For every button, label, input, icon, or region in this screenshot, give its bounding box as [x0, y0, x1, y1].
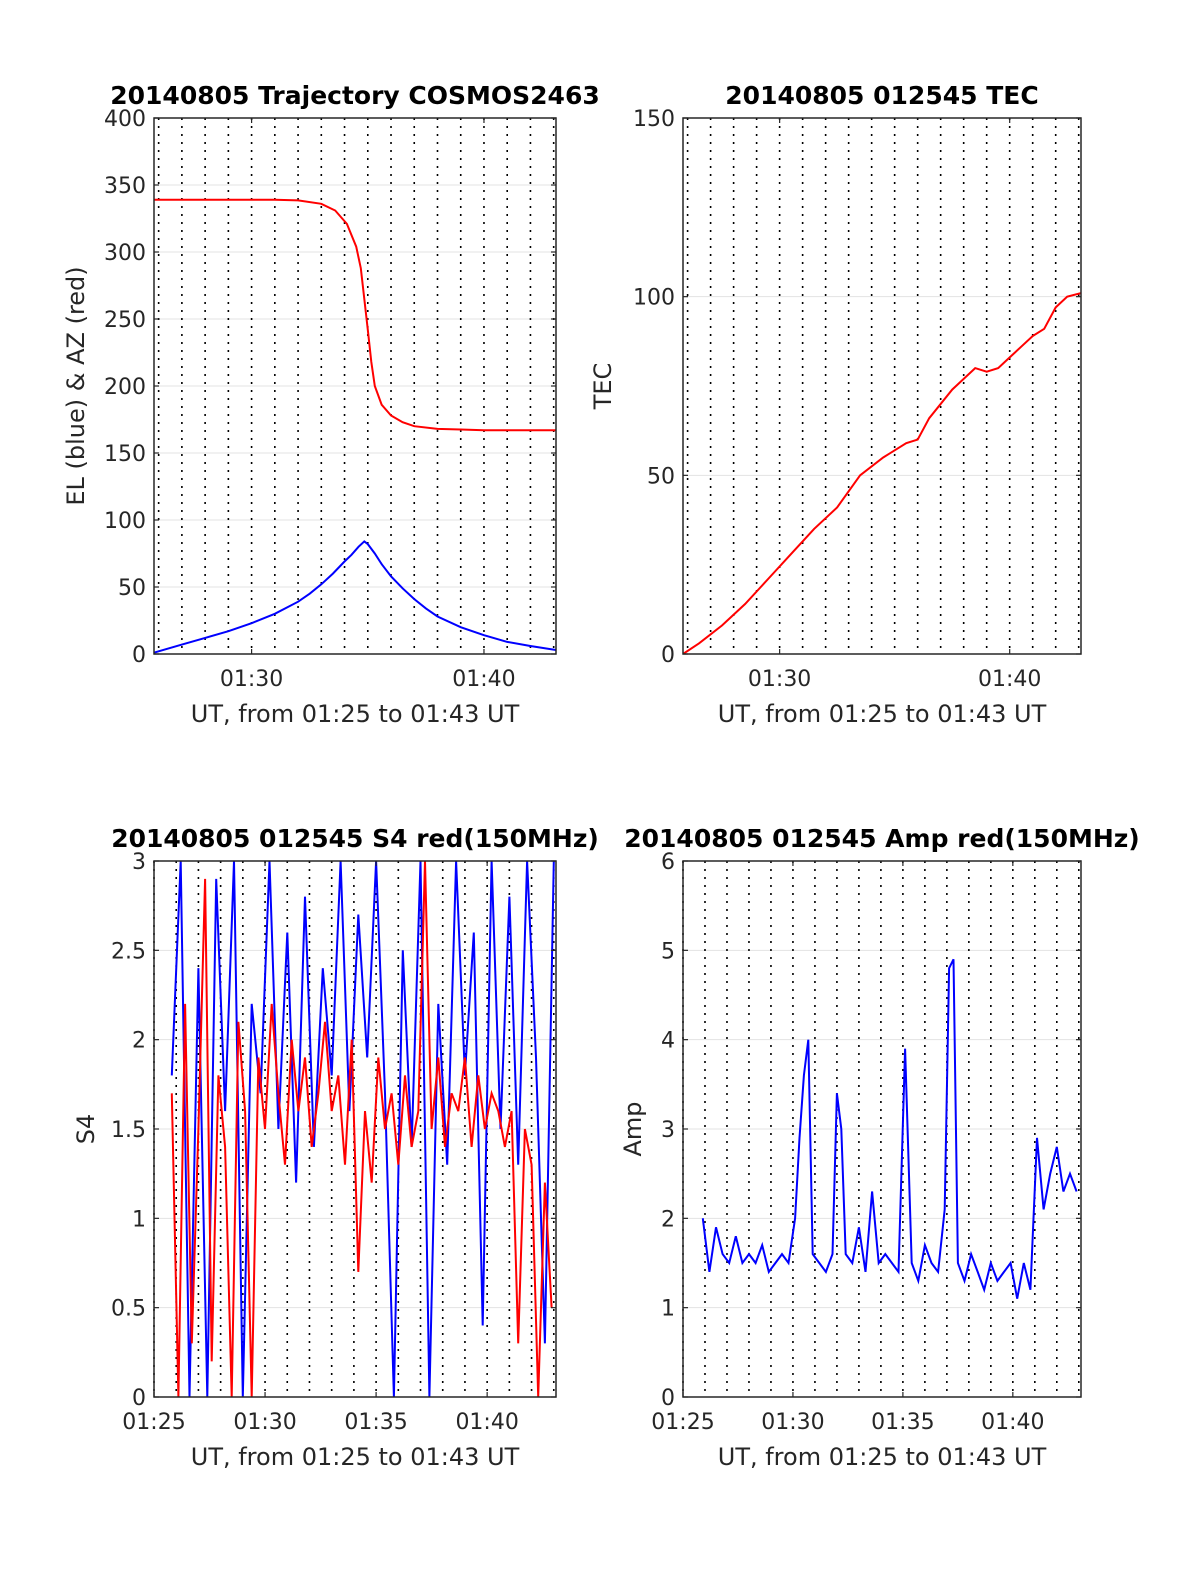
- x-tick-label: 01:30: [233, 1410, 296, 1435]
- y-tick-label: 4: [661, 1029, 675, 1054]
- y-axis-label: Amp: [619, 1101, 647, 1156]
- series-line-2: [170, 861, 553, 1397]
- chart-panel-4: 0 1 2 3 4 5 6 01:25 01:30 01:35 01:40 20140805 0125…: [619, 824, 1140, 1471]
- y-tick-label: 300: [104, 241, 146, 266]
- x-tick-label: 01:30: [761, 1410, 824, 1435]
- y-tick-label: 100: [104, 509, 146, 534]
- series-line-1: [683, 292, 1081, 654]
- y-tick-label: 0.5: [111, 1297, 146, 1322]
- x-tick-label: 01:30: [748, 667, 811, 692]
- x-axis-label: UT, from 01:25 to 01:43 UT: [718, 700, 1047, 728]
- y-tick-label: 200: [104, 375, 146, 400]
- chart-panel-2: 0 50 100 150 01:30 01:40 20140805 012545 TEC UT…: [589, 81, 1082, 728]
- y-tick-label: 0: [132, 1386, 146, 1411]
- x-tick-label: 01:35: [871, 1410, 934, 1435]
- x-tick-label: 01:40: [455, 1410, 518, 1435]
- y-axis-label: EL (blue) & AZ (red): [62, 266, 90, 505]
- y-tick-label: 150: [633, 107, 675, 132]
- chart-title: 20140805 012545 S4 red(150MHz): [111, 824, 599, 853]
- y-tick-label: 0: [661, 1386, 675, 1411]
- x-tick-label: 01:40: [452, 667, 515, 692]
- y-tick-label: 350: [104, 174, 146, 199]
- y-tick-label: 3: [661, 1118, 675, 1143]
- y-tick-label: 2.5: [111, 939, 146, 964]
- y-tick-label: 250: [104, 308, 146, 333]
- x-tick-label: 01:25: [122, 1410, 185, 1435]
- y-tick-label: 400: [104, 107, 146, 132]
- plot-area: [683, 118, 1081, 654]
- chart-panel-3: 0 0.5 1 1.5 2 2.5 3 01:25 01:30 01:35 01:40 2014080…: [72, 824, 599, 1471]
- y-tick-label: 50: [647, 464, 675, 489]
- y-tick-label: 150: [104, 442, 146, 467]
- axes-box: [682, 117, 1082, 655]
- y-tick-label: 1.5: [111, 1118, 146, 1143]
- x-axis-label: UT, from 01:25 to 01:43 UT: [191, 700, 520, 728]
- y-tick-label: 5: [661, 939, 675, 964]
- x-axis-label: UT, from 01:25 to 01:43 UT: [191, 1443, 520, 1471]
- series-line-1: [154, 198, 556, 432]
- x-tick-label: 01:30: [220, 667, 283, 692]
- y-tick-label: 2: [661, 1207, 675, 1232]
- y-tick-label: 0: [132, 643, 146, 668]
- y-tick-label: 50: [118, 576, 146, 601]
- series-line-1: [701, 958, 1078, 1299]
- chart-title: 20140805 012545 Amp red(150MHz): [624, 824, 1140, 853]
- x-tick-label: 01:35: [344, 1410, 407, 1435]
- chart-title: 20140805 012545 TEC: [725, 81, 1038, 110]
- y-tick-label: 2: [132, 1029, 146, 1054]
- chart-title: 20140805 Trajectory COSMOS2463: [110, 81, 600, 110]
- y-tick-label: 100: [633, 286, 675, 311]
- series-line-2: [154, 540, 556, 654]
- x-tick-label: 01:25: [651, 1410, 714, 1435]
- x-tick-label: 01:40: [978, 667, 1041, 692]
- y-tick-label: 0: [661, 643, 675, 668]
- y-tick-label: 1: [661, 1297, 675, 1322]
- series-line-1: [170, 861, 555, 1397]
- x-tick-label: 01:40: [981, 1410, 1044, 1435]
- chart-panel-1: 0 50 100 150 200 250 300 350 400 01:30 01:40 201408…: [62, 81, 600, 728]
- x-axis-label: UT, from 01:25 to 01:43 UT: [718, 1443, 1047, 1471]
- y-tick-label: 1: [132, 1207, 146, 1232]
- y-tick-label: 6: [661, 850, 675, 875]
- y-tick-label: 3: [132, 850, 146, 875]
- y-axis-label: S4: [72, 1114, 100, 1145]
- y-axis-label: TEC: [589, 363, 617, 411]
